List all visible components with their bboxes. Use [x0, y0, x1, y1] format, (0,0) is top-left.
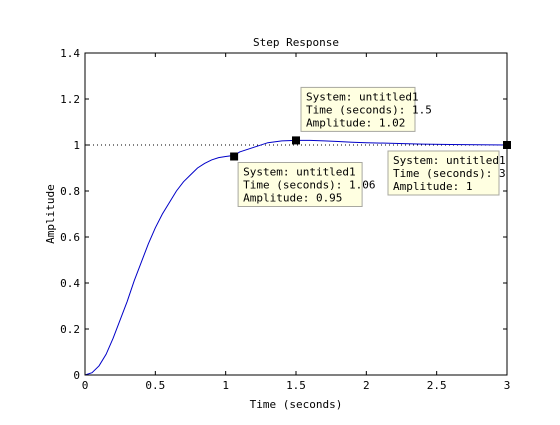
x-tick-label: 1 [222, 379, 229, 392]
x-axis-label: Time (seconds) [250, 398, 343, 411]
datatip-box[interactable] [237, 162, 363, 207]
x-tick-label: 0.5 [145, 379, 165, 392]
datatip-line: Time (seconds): 3 [393, 167, 506, 180]
chart-title: Step Response [253, 36, 339, 49]
datatip-box[interactable] [387, 150, 500, 196]
x-tick-label: 3 [504, 379, 511, 392]
datatip-marker[interactable] [503, 141, 511, 149]
datatip-line: System: untitled1 [243, 166, 356, 179]
datatip-line: Time (seconds): 1.06 [243, 179, 375, 192]
y-tick-label: 0.4 [60, 277, 80, 290]
datatip-marker[interactable] [292, 136, 300, 145]
datatip-line: Amplitude: 1 [393, 180, 472, 193]
y-tick-label: 0.6 [60, 231, 80, 244]
y-tick-label: 1.4 [60, 47, 80, 60]
datatip-line: System: untitled1 [393, 154, 506, 167]
plot-area-background [85, 53, 507, 375]
y-tick-label: 1 [73, 139, 80, 152]
y-tick-label: 0.8 [60, 185, 80, 198]
y-tick-label: 1.2 [60, 93, 80, 106]
x-tick-label: 1.5 [286, 379, 306, 392]
datatip-line: Amplitude: 1.02 [306, 116, 405, 129]
y-tick-label: 0.2 [60, 323, 80, 336]
datatip-line: Amplitude: 0.95 [243, 192, 342, 205]
datatip-line: Time (seconds): 1.5 [306, 103, 432, 116]
datatip-box[interactable] [300, 86, 416, 132]
step-response-series-line [84, 139, 508, 376]
y-tick-label: 0 [73, 369, 80, 382]
datatip-marker[interactable] [230, 152, 239, 161]
x-tick-label: 2.5 [427, 379, 447, 392]
datatip-line: System: untitled1 [306, 90, 419, 103]
y-axis-label: Amplitude [44, 184, 57, 244]
x-tick-label: 0 [82, 379, 89, 392]
x-tick-label: 2 [363, 379, 370, 392]
